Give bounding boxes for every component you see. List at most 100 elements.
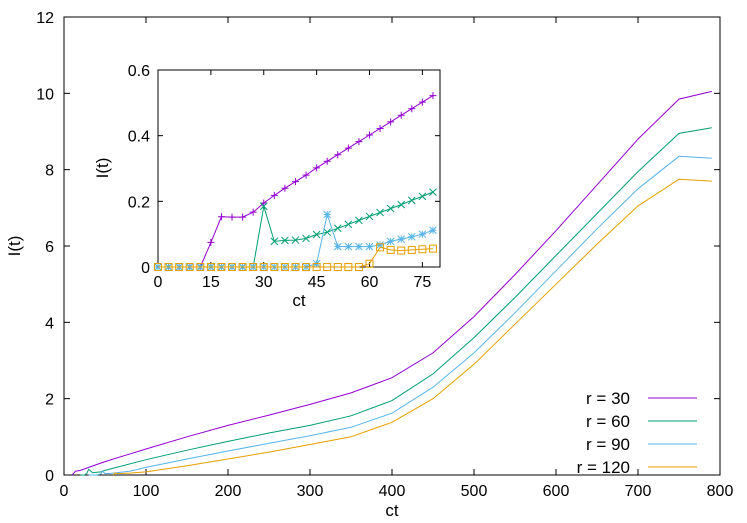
inset-data-point bbox=[280, 263, 289, 271]
inset-data-point bbox=[259, 202, 268, 211]
inset-data-point bbox=[429, 92, 437, 100]
inset-data-point bbox=[154, 263, 162, 271]
main-y-tick-label: 6 bbox=[45, 239, 54, 256]
inset-data-point bbox=[323, 210, 332, 219]
inset-data-point bbox=[281, 184, 289, 192]
inset-data-point bbox=[407, 232, 416, 241]
inset-data-point bbox=[333, 263, 342, 271]
inset-data-point bbox=[323, 263, 332, 271]
inset-data-point bbox=[397, 111, 405, 119]
inset-data-point bbox=[418, 245, 427, 254]
inset-data-point bbox=[344, 263, 353, 271]
inset-data-point bbox=[407, 196, 416, 205]
inset-data-point bbox=[386, 204, 395, 213]
main-y-ticks: 0 2 4 6 8 10 12 bbox=[36, 10, 720, 485]
inset-data-point bbox=[302, 171, 310, 179]
inset-data-point bbox=[365, 242, 374, 251]
inset-data-point bbox=[323, 157, 331, 165]
inset-data-point bbox=[228, 263, 237, 271]
inset-data-point bbox=[376, 124, 384, 132]
inset-background bbox=[158, 70, 440, 267]
inset-data-point bbox=[354, 263, 363, 271]
inset-data-point bbox=[270, 237, 279, 246]
main-y-axis-title: I(t) bbox=[5, 236, 24, 257]
inset-data-point bbox=[344, 242, 353, 251]
inset-data-point bbox=[418, 230, 427, 239]
main-x-tick-label: 0 bbox=[60, 483, 69, 500]
inset-data-point bbox=[376, 243, 385, 252]
inset-data-point bbox=[397, 200, 406, 209]
inset-x-tick-label: 30 bbox=[255, 274, 273, 291]
inset-data-point bbox=[291, 263, 300, 271]
inset-data-point bbox=[428, 244, 437, 253]
main-series-line bbox=[112, 178, 712, 476]
inset-data-point bbox=[217, 263, 226, 271]
inset-data-point bbox=[365, 212, 374, 221]
inset-data-point bbox=[238, 263, 247, 271]
inset-data-point bbox=[249, 263, 258, 271]
inset-y-tick-label: 0.4 bbox=[128, 129, 150, 146]
main-series-line bbox=[71, 90, 712, 476]
inset-data-point bbox=[206, 263, 215, 271]
inset-data-point bbox=[355, 216, 363, 225]
inset-data-point bbox=[291, 178, 299, 186]
inset-data-point bbox=[333, 242, 342, 251]
inset-y-tick-label: 0 bbox=[141, 260, 150, 277]
inset-data-point bbox=[386, 245, 395, 254]
inset-data-point bbox=[312, 230, 321, 239]
main-x-axis-title: ct bbox=[385, 501, 399, 520]
inset-data-point bbox=[175, 263, 184, 271]
main-x-ticks: 0 100 200 300 400 500 600 700 800 bbox=[60, 17, 734, 500]
inset-data-point bbox=[196, 263, 205, 271]
main-x-tick-label: 700 bbox=[625, 483, 652, 500]
inset-data-point bbox=[408, 105, 416, 113]
main-y-tick-label: 2 bbox=[45, 392, 54, 409]
main-series-line bbox=[88, 155, 712, 476]
inset-data-point bbox=[302, 234, 310, 243]
inset-x-ticks: 0 15 30 45 60 75 bbox=[154, 70, 431, 291]
main-x-tick-label: 100 bbox=[133, 483, 160, 500]
legend-entry-label: r = 90 bbox=[586, 435, 630, 454]
inset-data-point bbox=[429, 188, 437, 196]
inset-data-point bbox=[344, 144, 352, 152]
inset-data-point bbox=[366, 131, 373, 139]
inset-data-point bbox=[376, 241, 384, 249]
main-y-tick-label: 10 bbox=[36, 86, 54, 103]
inset-data-point bbox=[185, 263, 194, 271]
inset-data-point bbox=[355, 242, 363, 251]
inset-data-point bbox=[281, 236, 289, 245]
inset-data-point bbox=[418, 192, 427, 201]
main-x-tick-label: 800 bbox=[707, 483, 734, 500]
inset-data-point bbox=[302, 263, 311, 271]
main-x-tick-label: 300 bbox=[297, 483, 324, 500]
inset-data-point bbox=[387, 118, 395, 126]
inset-series-group bbox=[154, 92, 437, 271]
inset-data-point bbox=[164, 263, 173, 271]
inset-data-point bbox=[291, 236, 300, 244]
inset-data-point bbox=[270, 263, 279, 271]
inset-data-point bbox=[270, 191, 278, 199]
main-series-line bbox=[80, 127, 712, 476]
main-y-tick-label: 12 bbox=[36, 10, 54, 27]
inset-data-point bbox=[376, 208, 384, 217]
inset-data-point bbox=[207, 238, 215, 246]
inset-data-point bbox=[386, 237, 395, 246]
inset-data-point bbox=[333, 224, 342, 233]
inset-y-tick-label: 0.2 bbox=[128, 194, 150, 211]
inset-data-point bbox=[239, 213, 247, 221]
inset-x-tick-label: 15 bbox=[202, 274, 220, 291]
legend-entry-label: r = 30 bbox=[586, 389, 630, 408]
inset-x-tick-label: 45 bbox=[308, 274, 326, 291]
inset-data-point bbox=[344, 220, 353, 229]
inset-data-point bbox=[260, 199, 268, 207]
inset-x-tick-label: 75 bbox=[413, 274, 431, 291]
main-y-tick-label: 8 bbox=[45, 163, 54, 180]
inset-data-point bbox=[228, 213, 236, 221]
inset-y-ticks: 0 0.2 0.4 0.6 bbox=[128, 63, 440, 277]
main-x-tick-label: 500 bbox=[461, 483, 488, 500]
inset-data-point bbox=[249, 208, 257, 216]
inset-data-point bbox=[355, 138, 363, 146]
inset-data-point bbox=[365, 259, 374, 268]
main-x-tick-label: 200 bbox=[215, 483, 242, 500]
inset-x-axis-title: ct bbox=[292, 291, 306, 310]
